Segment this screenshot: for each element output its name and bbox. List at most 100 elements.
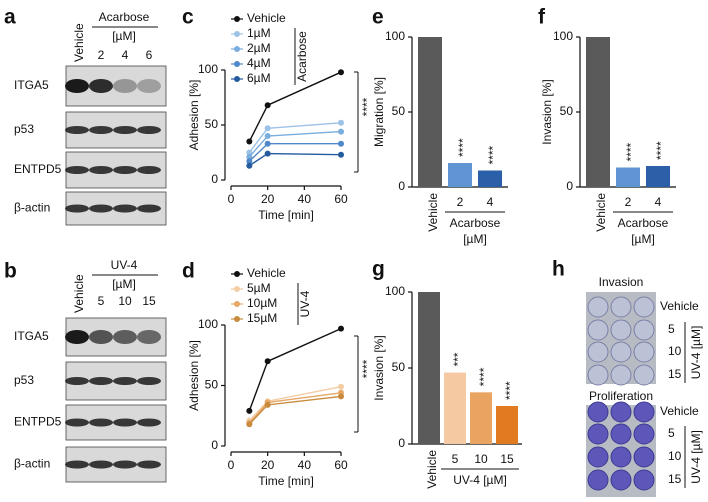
plate-axis-label: UV-4 [µM] [689,430,703,484]
well [633,341,655,363]
significance-label: **** [503,381,517,400]
significance-label: **** [360,97,374,116]
blot-band [113,377,137,385]
data-point [246,158,253,165]
protein-label: p53 [14,373,34,387]
bar [496,406,518,444]
well [610,319,632,341]
y-axis-label: Invasion [%] [372,335,386,400]
significance-label: *** [451,352,465,366]
treatment-label: Acarbose [99,10,150,24]
well [587,423,609,445]
well [587,296,609,318]
series-line [248,386,342,422]
x-tick-label: 4 [655,195,662,209]
bar [418,292,440,444]
data-point [264,133,271,139]
panel-letter: h [552,258,565,281]
blot-band [137,418,161,427]
well [587,401,609,423]
legend-label: 2µM [247,41,271,55]
plate-row-label: 5 [668,426,675,440]
data-point [338,140,344,147]
y-tick-label: 0 [211,438,218,452]
protein-label: ITGA5 [14,78,49,92]
y-tick-label: 50 [205,117,219,131]
bar [444,372,466,444]
well [633,296,655,318]
x-tick-label: 40 [298,192,312,206]
legend-marker [234,16,240,22]
significance-label: **** [456,138,470,157]
blot-band [65,126,89,134]
blot-band [89,377,113,385]
well [587,341,609,363]
lane-label: 5 [98,294,105,308]
data-point [338,69,344,76]
y-axis-label: Invasion [%] [540,79,554,144]
well [610,469,632,491]
well [633,446,655,468]
legend-label: 6µM [247,71,271,85]
blot-band [65,418,89,427]
data-point [264,140,271,147]
y-axis-label: Adhesion [%] [187,80,201,151]
x-tick-label: 20 [261,192,275,206]
panel-letter: d [182,260,195,283]
unit-label: [µM] [112,29,136,43]
y-axis-label: Adhesion [%] [187,340,201,411]
bar [448,163,472,187]
legend-marker [234,46,240,52]
well [610,364,632,386]
y-tick-label: 0 [398,436,405,450]
lane-label: 15 [142,294,156,308]
significance-label: **** [654,141,668,160]
plate-row-label: 5 [668,322,675,336]
x-tick-label: Vehicle [594,193,608,232]
x-tick-label: 5 [452,452,459,466]
y-tick-label: 50 [205,378,219,392]
plate-row-label: 15 [668,472,682,486]
lane-label: 10 [118,294,132,308]
plate-row-label: 10 [668,449,682,463]
x-tick-label: 2 [625,195,632,209]
blot-band [113,204,137,213]
x-axis-label: Acarbose [450,216,501,230]
x-axis-label: Acarbose [618,216,669,230]
series-line [248,152,342,167]
x-tick-label: 40 [298,458,312,472]
bar [586,37,610,187]
x-axis-label: [µM] [463,232,487,246]
y-tick-label: 100 [385,29,405,43]
legend-marker [234,31,240,37]
x-tick-label: 60 [334,458,348,472]
blot-band [137,204,161,213]
blot-band [65,166,89,174]
well [633,469,655,491]
panel-letter: b [4,260,17,283]
blot-band [137,166,161,174]
data-point [246,407,253,414]
panel-letter: f [538,6,546,29]
data-point [338,128,344,135]
bar [646,166,670,187]
well [610,446,632,468]
protein-label: ENTPD5 [14,415,62,429]
x-axis-label: Time [min] [258,474,314,488]
blot-band [89,204,113,213]
plate-row-label: 10 [668,344,682,358]
protein-label: β-actin [14,201,50,215]
data-point [246,153,253,160]
panel-letter: g [372,258,385,281]
lane-label: 6 [146,48,153,62]
plate-row-label: Vehicle [660,404,699,418]
blot-band [113,79,137,93]
well [633,364,655,386]
blot-band [137,79,161,93]
bar [616,167,640,187]
x-tick-label: 2 [457,195,464,209]
blot-band [113,460,137,469]
y-tick-label: 100 [553,29,573,43]
legend-marker [234,76,240,82]
protein-label: β-actin [14,457,50,471]
